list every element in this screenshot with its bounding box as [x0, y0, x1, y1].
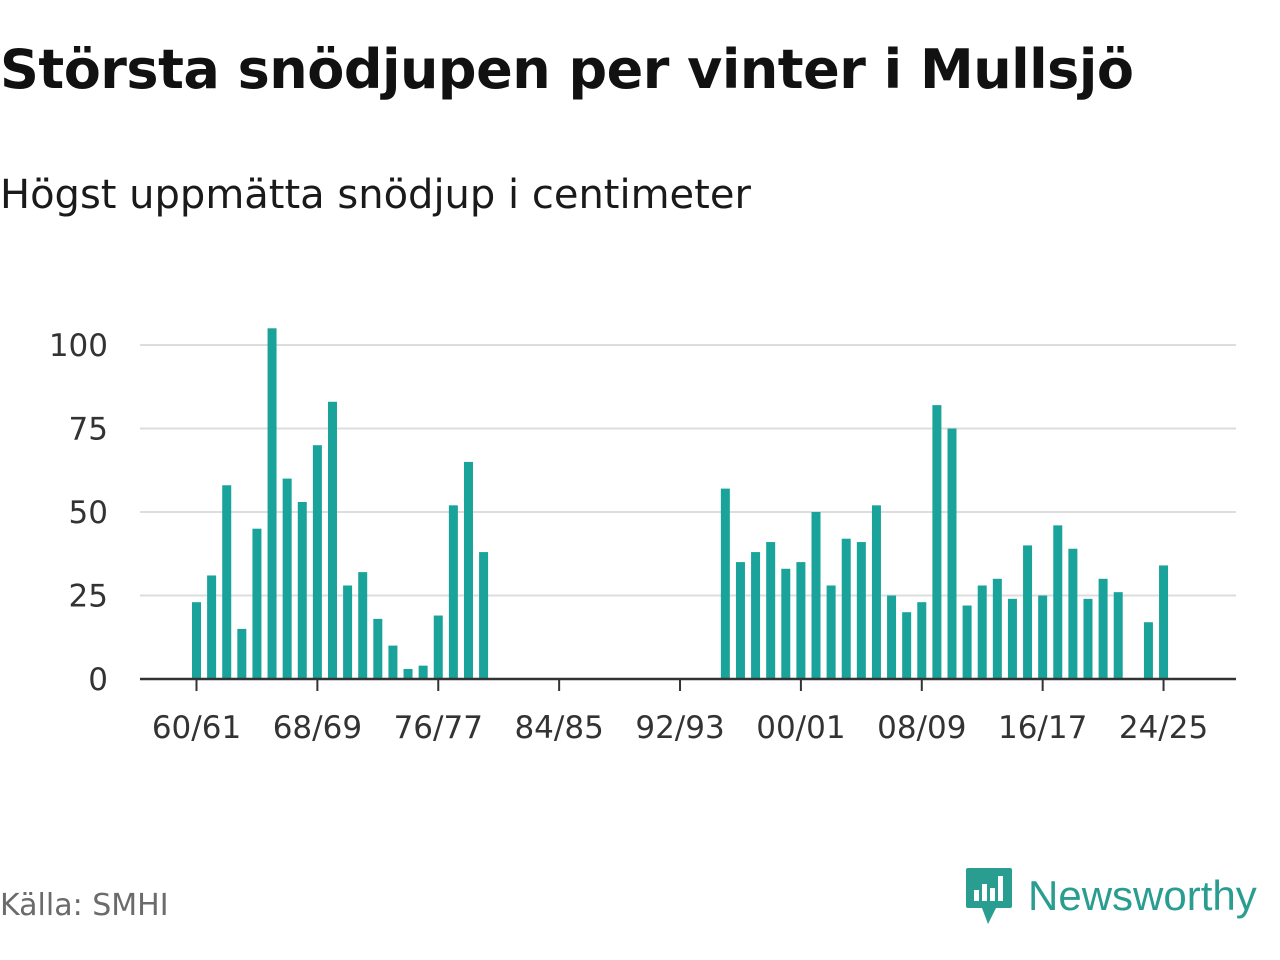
- x-tick-label: 60/61: [152, 710, 241, 746]
- bar-10/11[interactable]: [947, 428, 957, 680]
- bar-17/18[interactable]: [1053, 525, 1063, 679]
- bar-96/97[interactable]: [735, 562, 745, 679]
- bar-16/17[interactable]: [1038, 595, 1048, 680]
- newsworthy-logo-icon: [966, 868, 1012, 924]
- bar-66/67[interactable]: [282, 478, 292, 679]
- bar-78/79[interactable]: [463, 461, 473, 679]
- bar-23/24[interactable]: [1143, 622, 1153, 679]
- x-tick-label: 68/69: [273, 710, 362, 746]
- chart-subtitle: Högst uppmätta snödjup i centimeter: [0, 172, 751, 218]
- bar-76/77[interactable]: [433, 615, 443, 679]
- x-tick-label: 16/17: [998, 710, 1087, 746]
- bar-64/65[interactable]: [252, 528, 262, 679]
- chart-title: Största snödjupen per vinter i Mullsjö: [0, 38, 1134, 101]
- bar-18/19[interactable]: [1068, 548, 1078, 679]
- bar-00/01[interactable]: [796, 562, 806, 679]
- bar-09/10[interactable]: [932, 405, 942, 679]
- bar-21/22[interactable]: [1113, 592, 1123, 679]
- bar-19/20[interactable]: [1083, 598, 1093, 679]
- y-tick-label: 75: [69, 412, 108, 448]
- bar-07/08[interactable]: [902, 612, 912, 679]
- newsworthy-logo[interactable]: Newsworthy: [964, 866, 1257, 926]
- x-tick-label: 92/93: [635, 710, 724, 746]
- bar-72/73[interactable]: [373, 618, 383, 679]
- bar-03/04[interactable]: [841, 538, 851, 679]
- bar-99/00[interactable]: [781, 568, 791, 679]
- bar-15/16[interactable]: [1023, 545, 1033, 679]
- bar-layer: [192, 328, 1169, 680]
- y-tick-label: 25: [69, 579, 108, 615]
- bar-20/21[interactable]: [1098, 578, 1108, 679]
- bar-68/69[interactable]: [312, 445, 322, 679]
- bar-13/14[interactable]: [992, 578, 1002, 679]
- y-tick-label: 0: [88, 662, 108, 698]
- bar-08/09[interactable]: [917, 602, 927, 679]
- bar-06/07[interactable]: [887, 595, 897, 680]
- bar-69/70[interactable]: [327, 401, 337, 679]
- bar-75/76[interactable]: [418, 665, 428, 679]
- bar-01/02[interactable]: [811, 512, 821, 679]
- bar-24/25[interactable]: [1159, 565, 1169, 679]
- bar-14/15[interactable]: [1007, 598, 1017, 679]
- bar-98/99[interactable]: [766, 542, 776, 679]
- x-tick-label: 08/09: [877, 710, 966, 746]
- bar-62/63[interactable]: [222, 485, 232, 679]
- bar-67/68[interactable]: [297, 501, 307, 679]
- x-tick-label: 24/25: [1119, 710, 1208, 746]
- bar-73/74[interactable]: [388, 645, 398, 679]
- bar-63/64[interactable]: [237, 628, 247, 679]
- axis-layer: [140, 677, 1236, 691]
- label-layer: 0 25 50 75 100 60/61 68/69 76/77 84/85 92/93 00/01…: [49, 328, 1208, 746]
- bar-04/05[interactable]: [856, 542, 866, 679]
- source-label: Källa: SMHI: [0, 888, 169, 923]
- y-tick-label: 50: [69, 495, 108, 531]
- bar-95/96[interactable]: [720, 488, 730, 679]
- bar-74/75[interactable]: [403, 668, 413, 679]
- x-tick-label: 76/77: [394, 710, 483, 746]
- bar-12/13[interactable]: [977, 585, 987, 679]
- bar-61/62[interactable]: [207, 575, 217, 679]
- bar-71/72[interactable]: [358, 572, 368, 679]
- bar-70/71[interactable]: [343, 585, 353, 679]
- bar-65/66[interactable]: [267, 328, 277, 679]
- bar-60/61[interactable]: [192, 602, 201, 679]
- bar-79/80[interactable]: [479, 552, 489, 679]
- bar-05/06[interactable]: [871, 505, 881, 679]
- x-tick-label: 00/01: [756, 710, 845, 746]
- bar-97/98[interactable]: [751, 552, 761, 679]
- bar-02/03[interactable]: [826, 585, 836, 679]
- bar-11/12[interactable]: [962, 605, 972, 679]
- y-tick-label: 100: [49, 328, 108, 364]
- brand-name: Newsworthy: [1028, 872, 1257, 919]
- bar-77/78[interactable]: [448, 505, 458, 679]
- x-tick-label: 84/85: [514, 710, 603, 746]
